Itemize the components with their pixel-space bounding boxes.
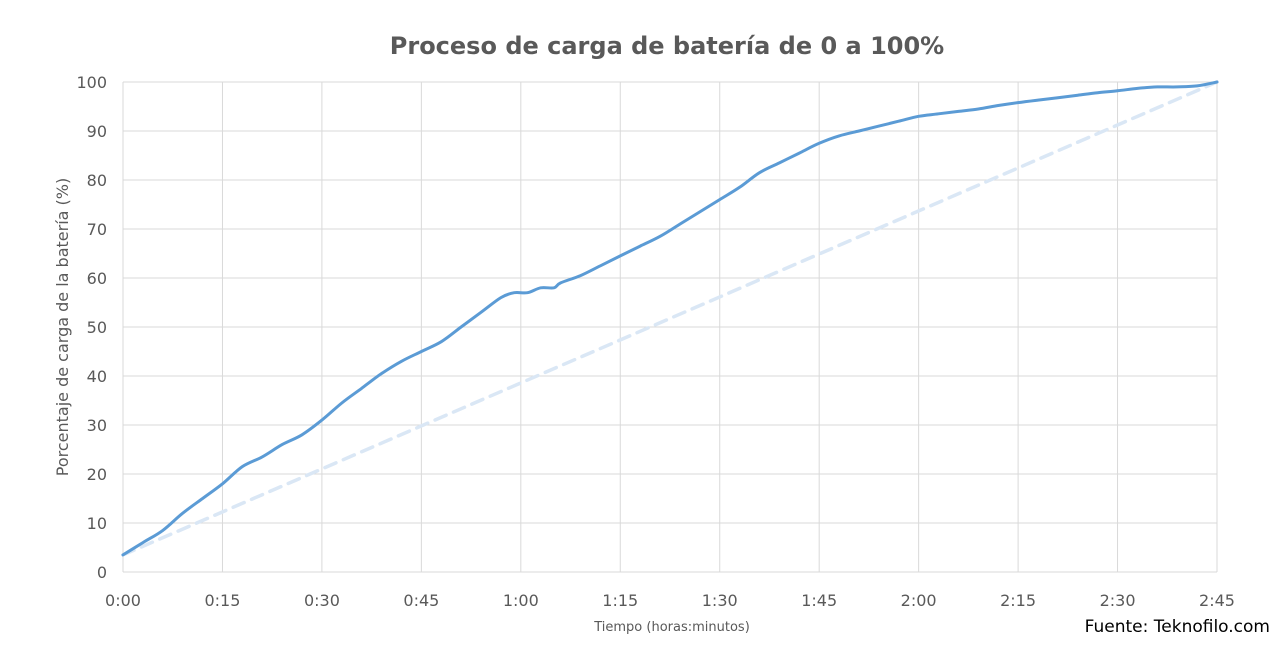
x-tick-label: 0:45: [403, 591, 439, 610]
x-tick-label: 2:30: [1100, 591, 1136, 610]
reference-line: [121, 80, 1219, 557]
x-axis-label: Tiempo (horas:minutos): [593, 620, 750, 635]
y-tick-label: 60: [87, 269, 107, 288]
x-tick-label: 0:15: [204, 591, 240, 610]
chart-title: Proceso de carga de batería de 0 a 100%: [390, 32, 944, 60]
x-tick-label: 2:00: [901, 591, 937, 610]
y-axis-label: Porcentaje de carga de la batería (%): [53, 178, 72, 476]
charge-curve: [121, 80, 1219, 557]
x-tick-label: 1:45: [801, 591, 837, 610]
y-tick-label: 20: [87, 465, 107, 484]
x-tick-label: 1:15: [602, 591, 638, 610]
grid: [122, 81, 1218, 573]
source-note: Fuente: Teknofilo.com: [1085, 617, 1270, 637]
x-tick-label: 2:15: [1000, 591, 1036, 610]
y-tick-label: 0: [97, 563, 107, 582]
x-tick-label: 1:00: [503, 591, 539, 610]
y-tick-label: 50: [87, 318, 107, 337]
x-axis-ticks: 0:00 0:15 0:30 0:45 1:00 1:15 1:30 1:45 2:00 2:15…: [105, 591, 1235, 610]
y-tick-label: 40: [87, 367, 107, 386]
series-layer: [121, 80, 1219, 557]
y-tick-label: 30: [87, 416, 107, 435]
x-tick-label: 1:30: [702, 591, 738, 610]
y-tick-label: 10: [87, 514, 107, 533]
x-tick-label: 0:30: [304, 591, 340, 610]
y-tick-label: 90: [87, 122, 107, 141]
y-axis-ticks: 0 10 20 30 40 50 60 70 80 90 100: [76, 73, 107, 582]
y-tick-label: 70: [87, 220, 107, 239]
y-tick-label: 80: [87, 171, 107, 190]
y-tick-label: 100: [76, 73, 107, 92]
x-tick-label: 0:00: [105, 591, 141, 610]
x-tick-label: 2:45: [1199, 591, 1235, 610]
